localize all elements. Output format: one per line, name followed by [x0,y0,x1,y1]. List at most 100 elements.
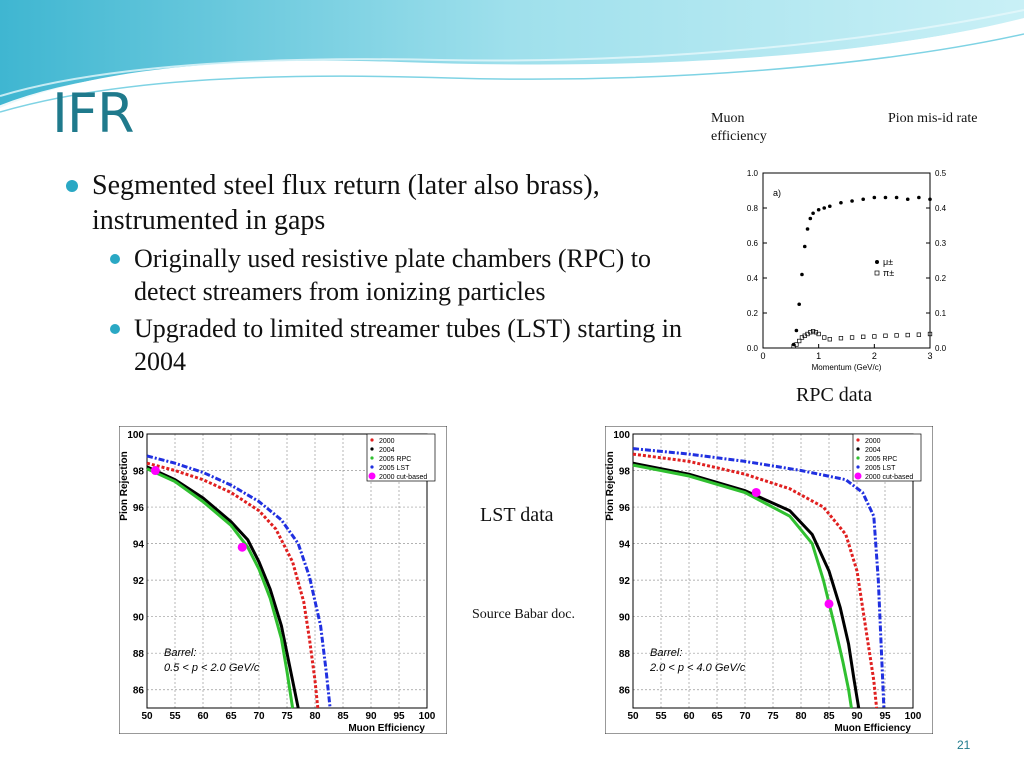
pion-point [797,338,802,344]
x-tick-label: 70 [739,711,751,722]
y-tick-label: 1.0 [747,169,759,178]
muon-point [797,302,801,307]
legend-marker [856,456,860,460]
pion-point [905,332,910,338]
x-tick-label: 90 [365,711,377,722]
muon-point [883,195,888,200]
x-tick-label: 95 [879,711,891,722]
cut-based-point [150,466,160,476]
chart-background [735,158,960,380]
muon-point [828,204,832,209]
y-tick-label: 90 [619,613,631,624]
muon-point [850,199,854,203]
pion-point [849,335,855,340]
y2-tick-label: 0.0 [935,344,947,353]
pion-point [838,336,844,341]
x-tick-label: 75 [281,711,293,722]
pion-point [816,331,821,337]
pion-point [883,333,888,338]
y-tick-label: 0.8 [747,204,759,213]
legend-label: 2004 [379,447,395,454]
x-axis-label: Muon Efficiency [834,723,911,734]
y-tick-label: 92 [133,576,145,587]
y-tick-label: 88 [619,649,631,660]
x-tick-label: 75 [767,711,779,722]
muon-point [905,197,910,202]
pion-point [872,334,877,339]
legend-marker [854,472,862,480]
x-tick-label: 60 [683,711,695,722]
legend-marker [370,456,374,460]
panel-label: a) [773,188,781,198]
legend-label: 2000 cut-based [865,474,913,481]
legend-marker [368,472,376,480]
slide-title: IFR [52,82,135,145]
pion-point [794,342,799,347]
legend-label: 2000 [865,438,881,445]
x-tick-label: 100 [419,711,436,722]
muon-point [861,197,865,202]
legend-pion-marker [874,270,880,276]
cut-based-point [824,599,834,609]
x-tick-label: 85 [337,711,349,722]
muon-point [800,272,804,277]
rpc-data-caption: RPC data [796,384,873,406]
legend-pion-label: π± [883,268,894,278]
legend-label: 2000 [379,438,395,445]
x-tick-label: 50 [141,711,153,722]
muon-point [811,211,815,216]
x-tick-label: 60 [197,711,209,722]
muon-point [872,195,877,200]
plot-frame [146,433,428,709]
legend-muon-marker [875,260,879,264]
muon-point [816,207,821,212]
pion-point [927,331,933,337]
y2-tick-label: 0.5 [935,169,947,178]
x-tick-label: 90 [851,711,863,722]
pion-point [894,333,899,338]
x-tick-label: 50 [627,711,639,722]
pion-point [810,329,816,334]
header-wave-decoration [0,0,1024,113]
series-curve [632,463,853,709]
muon-point [802,244,807,249]
muon-point [839,200,843,205]
pion-rejection-chart-high-momentum: 50 55 60 65 70 75 80 85 90 95 100 86 88 90 92 94 96 98 100… [605,426,933,734]
bullet-level2: Upgraded to limited streamer tubes (LST)… [62,312,694,378]
y-tick-label: 96 [619,503,631,514]
y-tick-label: 0.2 [747,309,759,318]
x-tick-label: 55 [169,711,181,722]
annotation-line: Barrel: [650,647,682,659]
rpc-efficiency-chart: 0.0 0.2 0.4 0.6 0.8 1.0 0.0 0.1 0.2 0.3 0.4 0.5 0 1 2 3… [735,158,960,380]
annotation-line: 0.5 < p < 2.0 GeV/c [164,662,260,674]
y2-tick-label: 0.4 [935,204,947,213]
y-tick-label: 88 [133,649,145,660]
x-tick-label: 2 [872,351,877,361]
x-tick-label: 65 [711,711,723,722]
x-tick-label: 70 [253,711,265,722]
muon-efficiency-label: Muon efficiency [711,111,767,144]
x-axis-label: Muon Efficiency [348,723,425,734]
legend-box [366,433,436,482]
y-tick-label: 96 [133,503,145,514]
pion-point [822,335,827,340]
x-tick-label: 65 [225,711,237,722]
x-tick-label: 80 [795,711,807,722]
series-curve [146,467,295,709]
legend-marker [856,447,860,451]
x-tick-label: 95 [393,711,405,722]
y-axis-label: Pion Rejection [605,451,616,520]
annotation-line: Barrel: [164,647,196,659]
y2-tick-label: 0.2 [935,274,947,283]
legend-box [852,433,922,482]
y-tick-label: 100 [127,430,144,441]
legend-marker [370,465,374,469]
annotation-line: 2.0 < p < 4.0 GeV/c [649,662,746,674]
x-tick-label: 100 [905,711,922,722]
cut-based-point [237,542,247,552]
series-curve [632,447,886,709]
legend-label: 2005 RPC [865,456,897,463]
bullet-level1: Segmented steel flux return (later also … [62,168,712,238]
muon-point [805,227,810,231]
legend-label: 2005 LST [865,465,896,472]
